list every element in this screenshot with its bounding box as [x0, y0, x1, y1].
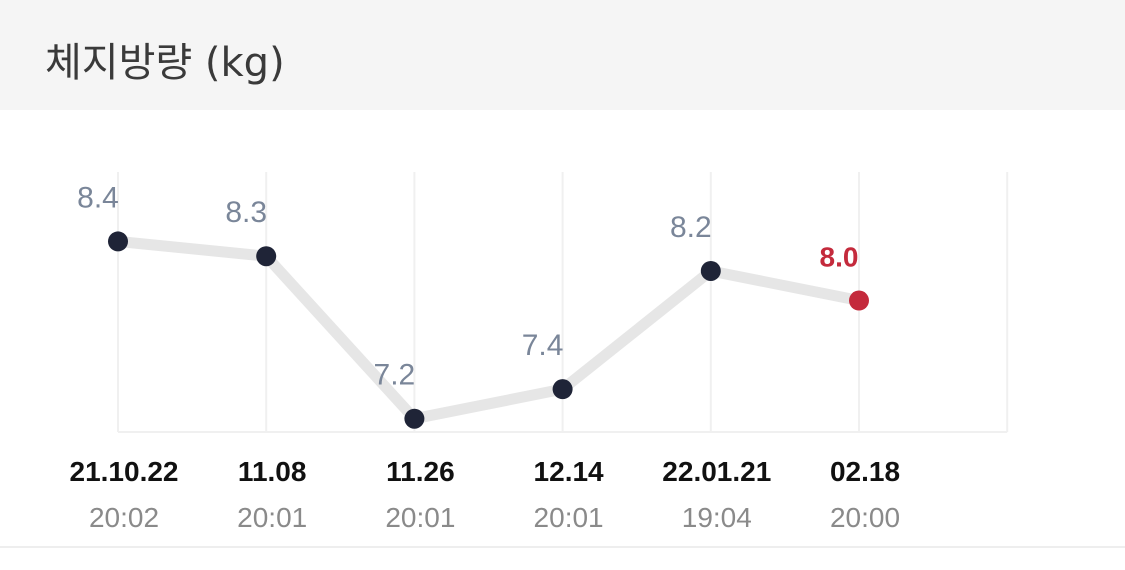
x-tick-date: 02.18 [830, 456, 900, 487]
x-tick-time: 20:02 [89, 502, 159, 533]
data-point [552, 379, 573, 400]
x-tick-date: 22.01.21 [662, 456, 771, 487]
data-point [849, 290, 869, 311]
x-tick-date: 11.08 [238, 456, 307, 487]
data-point [700, 260, 721, 281]
series-line [112, 235, 865, 425]
x-tick-time: 20:01 [385, 502, 455, 533]
header: 체지방량 (kg) [0, 0, 1125, 110]
x-tick-date: 12.14 [534, 456, 604, 487]
x-tick-time: 20:01 [237, 502, 307, 533]
data-label: 7.2 [374, 359, 416, 392]
data-label: 7.4 [522, 329, 564, 362]
data-label: 8.0 [820, 242, 859, 273]
data-point [108, 231, 128, 252]
data-label: 8.4 [77, 181, 119, 214]
x-tick-date: 11.26 [386, 456, 455, 487]
divider [0, 546, 1125, 548]
x-tick-time: 20:01 [534, 502, 604, 533]
data-point [404, 408, 425, 429]
data-label: 8.2 [670, 211, 712, 244]
x-tick-time: 20:00 [830, 502, 900, 533]
data-label: 8.3 [225, 196, 267, 229]
data-point [256, 246, 277, 267]
x-tick-time: 19:04 [682, 502, 752, 533]
page-title: 체지방량 (kg) [45, 40, 285, 86]
x-tick-date: 21.10.22 [70, 456, 179, 487]
